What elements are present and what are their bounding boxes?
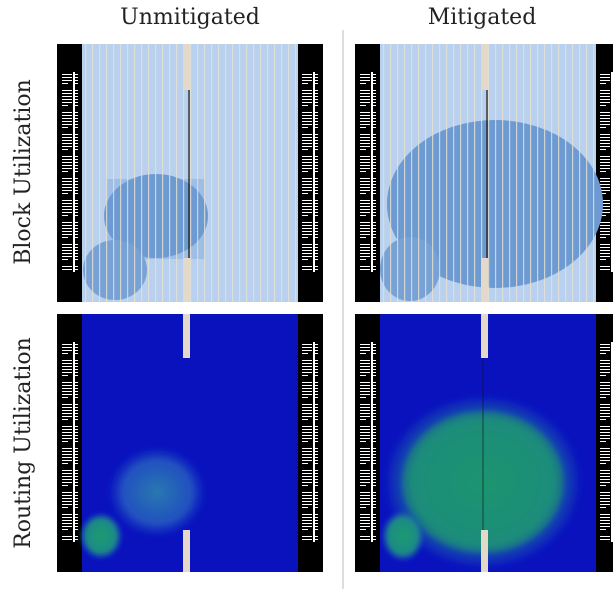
row-title: Routing Utilization bbox=[11, 337, 36, 549]
block-mitigated bbox=[355, 44, 613, 302]
routing-mitigated bbox=[355, 314, 613, 572]
column-title: Mitigated bbox=[428, 5, 537, 30]
row-title: Block Utilization bbox=[11, 79, 36, 265]
column-title: Unmitigated bbox=[120, 5, 260, 30]
block-unmitigated bbox=[57, 44, 323, 302]
routing-unmitigated bbox=[57, 314, 323, 572]
page: Unmitigated Mitigated Block Utilization … bbox=[0, 0, 613, 589]
figure: Unmitigated Mitigated Block Utilization … bbox=[0, 0, 613, 589]
